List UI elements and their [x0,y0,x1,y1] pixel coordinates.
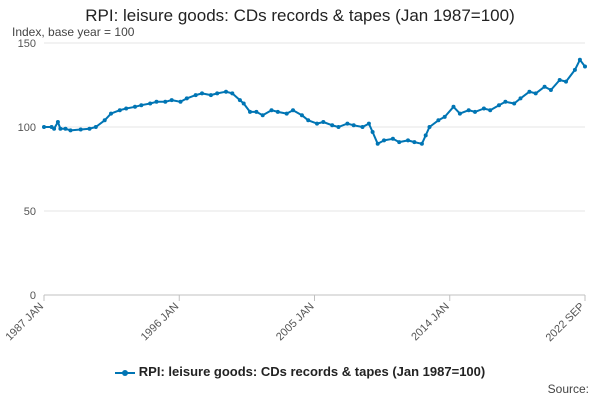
data-point [360,125,365,129]
x-tick-label: 2014 JAN [409,301,452,344]
x-axis-ticks: 1987 JAN 1996 JAN 2005 JAN 2014 JAN 2022 SEP [3,295,587,344]
data-point [291,108,295,113]
data-point [548,88,553,92]
data-point [375,141,380,146]
x-tick-label: 2022 SEP [544,301,588,345]
data-point [427,125,432,129]
data-point [200,91,204,96]
data-point [366,121,371,126]
data-point [382,138,386,143]
data-point [457,111,462,116]
data-point [224,89,228,94]
data-point [93,125,98,129]
data-point [557,78,562,82]
data-point [163,99,168,104]
data-point [42,125,46,129]
data-point [87,126,92,131]
data-point [336,125,341,129]
data-point [241,101,246,106]
data-point [169,98,174,103]
data-point [321,120,326,124]
data-point [572,67,577,72]
data-point [55,120,60,124]
data-point [299,113,304,118]
data-point [284,111,289,116]
data-point [436,118,441,123]
data-point [117,108,122,113]
data-point [583,64,587,69]
data-point [193,93,198,98]
data-point [254,109,259,114]
y-axis-label: Index, base year = 100 [12,25,135,39]
data-point [406,138,410,143]
data-point [397,140,402,145]
data-point [178,99,183,104]
legend[interactable]: RPI: leisure goods: CDs records & tapes … [0,364,600,379]
data-point [542,84,547,89]
data-point [133,104,137,109]
y-tick-label: 50 [24,206,36,218]
data-point [577,57,582,62]
source-label: Source: [547,382,589,396]
x-tick-label: 2005 JAN [274,301,317,344]
data-point [512,101,517,106]
data-point [315,121,319,126]
data-point [109,111,113,116]
data-point [63,126,68,131]
data-point [306,118,311,123]
legend-label: RPI: leisure goods: CDs records & tapes … [138,364,486,379]
data-point [52,126,57,131]
data-point [330,123,335,128]
legend-swatch [114,367,135,379]
y-tick-label: 100 [18,122,36,134]
data-point [230,91,235,96]
x-tick-label: 1996 JAN [139,301,182,344]
data-point [275,109,280,114]
data-point [370,130,375,134]
data-point [488,108,493,113]
data-point [412,140,417,145]
data-point [269,108,274,113]
data-point [351,123,356,128]
data-point [260,113,265,118]
data-point [503,99,508,104]
data-point [564,79,568,84]
data-point [345,121,350,126]
data-point [442,114,447,119]
data-point [451,104,456,109]
data-point [102,118,107,123]
data-point [497,103,501,108]
data-point [527,89,532,94]
data-point [124,106,129,111]
data-point [68,128,73,133]
data-point [533,91,538,96]
chart-title: RPI: leisure goods: CDs records & tapes … [85,6,515,25]
data-point [248,109,252,114]
data-point [423,133,428,138]
x-tick-label: 1987 JAN [3,301,46,344]
data-point [237,98,242,103]
data-point [390,136,395,141]
data-point [78,127,83,132]
data-point [154,99,159,104]
legend-dot [121,369,128,376]
data-point [58,126,63,131]
data-point [481,106,486,111]
data-point [419,141,424,146]
data-point [139,103,144,108]
data-point [148,101,153,106]
y-axis-ticks: 0 50 100 150 [18,38,36,302]
grid-lines [44,42,585,212]
y-tick-label: 150 [18,38,36,50]
data-point [473,109,477,114]
data-point [518,96,523,101]
data-point [184,96,189,101]
data-point [215,91,220,96]
y-tick-label: 0 [30,290,36,302]
data-point [466,108,471,113]
data-point [208,93,213,98]
series-layer [42,57,587,146]
